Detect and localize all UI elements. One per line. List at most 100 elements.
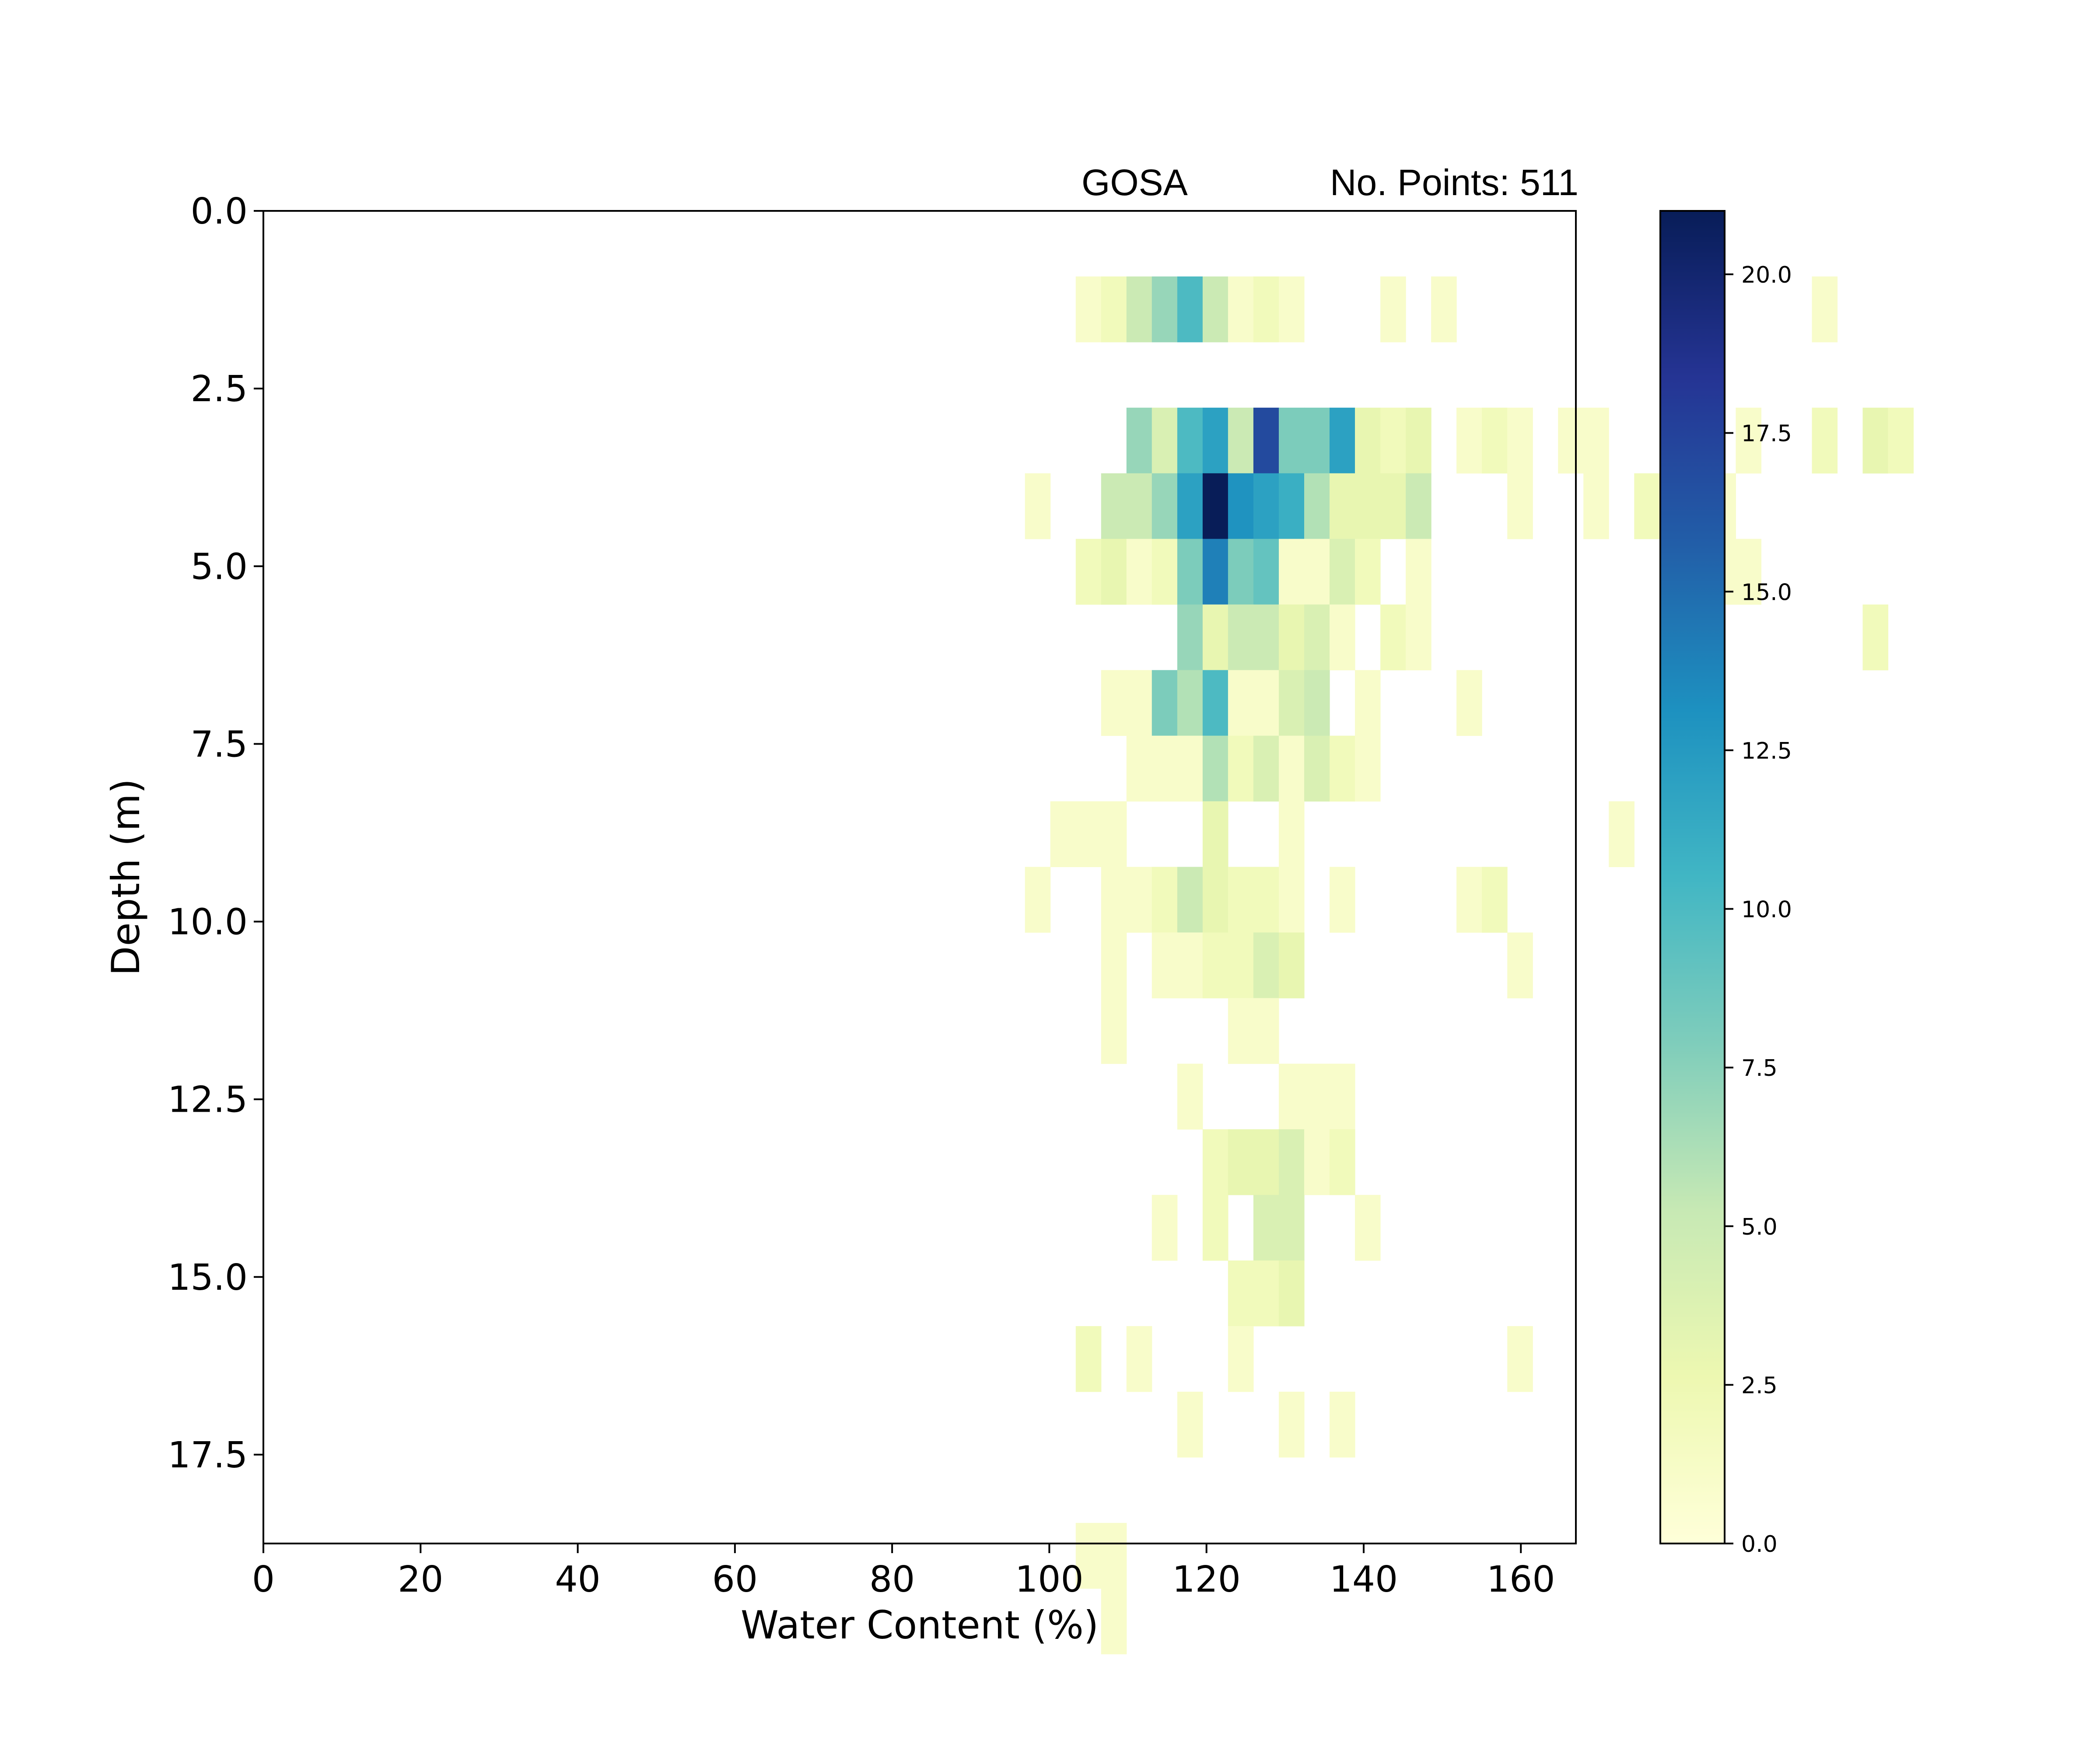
heatmap-cell — [1126, 670, 1152, 736]
heatmap-cell — [1279, 1064, 1305, 1130]
heatmap-cell — [1304, 1129, 1330, 1195]
x-tick-label: 120 — [1172, 1559, 1241, 1600]
heatmap-cell — [1253, 276, 1279, 343]
heatmap-cell — [1431, 276, 1457, 343]
heatmap-cell — [1101, 1522, 1127, 1589]
heatmap-cell — [1380, 604, 1406, 671]
heatmap-cell — [1304, 407, 1330, 474]
heatmap-cell — [1177, 539, 1203, 605]
heatmap-cell — [1177, 932, 1203, 998]
heatmap-cell — [1253, 932, 1279, 998]
heatmap-cell — [1177, 473, 1203, 539]
heatmap-cell — [1330, 1392, 1355, 1458]
heatmap-cell — [1202, 473, 1228, 539]
heatmap-cell — [1202, 1195, 1228, 1261]
heatmap-cell — [1888, 407, 1914, 474]
heatmap-cell — [1228, 735, 1254, 802]
y-axis-title: Depth (m) — [103, 779, 148, 976]
heatmap-cell — [1177, 1064, 1203, 1130]
heatmap-cell — [1330, 1064, 1355, 1130]
heatmap-cell — [1330, 407, 1355, 474]
heatmap-cell — [1228, 867, 1254, 933]
heatmap-cell — [1456, 407, 1482, 474]
heatmap-cell — [1152, 932, 1178, 998]
heatmap-cell — [1152, 276, 1178, 343]
colorbar-tick-label: 10.0 — [1741, 897, 1792, 923]
heatmap-cell — [1101, 539, 1127, 605]
heatmap-cell — [1101, 998, 1127, 1064]
y-tick-label: 12.5 — [168, 1079, 248, 1121]
y-tick-label: 10.0 — [168, 902, 248, 943]
heatmap-cell — [1228, 1326, 1254, 1392]
colorbar — [1660, 211, 1725, 1544]
heatmap-cell — [1228, 670, 1254, 736]
heatmap-cell — [1177, 735, 1203, 802]
heatmap-cell — [1126, 539, 1152, 605]
heatmap-cell — [1228, 539, 1254, 605]
plot-frame — [262, 210, 1577, 1544]
heatmap-cell — [1279, 670, 1305, 736]
heatmap-cell — [1558, 407, 1584, 474]
colorbar-tick-label: 15.0 — [1741, 579, 1792, 606]
colorbar-tick-label: 2.5 — [1741, 1372, 1778, 1399]
heatmap-cell — [1152, 539, 1178, 605]
heatmap-cell — [1126, 1326, 1152, 1392]
heatmap-cell — [1583, 407, 1609, 474]
heatmap-cell — [1482, 867, 1508, 933]
heatmap-cell — [1279, 735, 1305, 802]
heatmap-cell — [1279, 473, 1305, 539]
heatmap-cell — [1507, 473, 1533, 539]
x-axis: 0 20 40 60 80 100 120 140 160 — [252, 1544, 1555, 1600]
heatmap-cell — [1152, 473, 1178, 539]
heatmap-cell — [1253, 1129, 1279, 1195]
heatmap-cell — [1126, 735, 1152, 802]
heatmap-cell — [1101, 473, 1127, 539]
heatmap-cell — [1330, 539, 1355, 605]
heatmap-cells — [1025, 276, 1914, 1655]
colorbar-tick-label: 0.0 — [1741, 1531, 1778, 1558]
colorbar-tick-label: 20.0 — [1741, 262, 1792, 288]
heatmap-cell — [1380, 407, 1406, 474]
heatmap-cell — [1101, 867, 1127, 933]
heatmap-cell — [1202, 670, 1228, 736]
colorbar-tick-label: 5.0 — [1741, 1214, 1778, 1240]
x-tick-label: 160 — [1487, 1559, 1555, 1600]
heatmap-cell — [1279, 867, 1305, 933]
heatmap-cell — [1177, 670, 1203, 736]
heatmap-cell — [1202, 735, 1228, 802]
colorbar-frame — [1659, 210, 1726, 1544]
heatmap-cell — [1279, 1392, 1305, 1458]
heatmap-cell — [1406, 473, 1432, 539]
x-tick-label: 40 — [555, 1559, 600, 1600]
y-tick-label: 2.5 — [191, 368, 248, 410]
heatmap-cell — [1050, 801, 1076, 867]
colorbar-tick-label: 7.5 — [1741, 1055, 1778, 1082]
heatmap-cell — [1406, 407, 1432, 474]
heatmap-cell — [1228, 932, 1254, 998]
heatmap-cell — [1304, 539, 1330, 605]
heatmap-cell — [1304, 1064, 1330, 1130]
heatmap-cell — [1152, 735, 1178, 802]
heatmap-cell — [1634, 473, 1660, 539]
heatmap-cell — [1507, 1326, 1533, 1392]
heatmap-cell — [1330, 473, 1355, 539]
heatmap-cell — [1253, 1195, 1279, 1261]
heatmap-cell — [1583, 473, 1609, 539]
y-axis: 0.0 2.5 5.0 7.5 10.0 12.5 15.0 17.5 — [168, 191, 263, 1476]
heatmap-cell — [1330, 735, 1355, 802]
colorbar-tick-label: 12.5 — [1741, 738, 1792, 764]
heatmap-cell — [1812, 407, 1838, 474]
heatmap-cell — [1152, 407, 1178, 474]
heatmap-cell — [1126, 407, 1152, 474]
heatmap-cell — [1812, 276, 1838, 343]
heatmap-cell — [1279, 539, 1305, 605]
heatmap-cell — [1279, 1195, 1305, 1261]
heatmap-cell — [1279, 604, 1305, 671]
heatmap-cell — [1202, 867, 1228, 933]
heatmap-cell — [1736, 539, 1761, 605]
heatmap-cell — [1152, 1195, 1178, 1261]
heatmap-cell — [1202, 539, 1228, 605]
heatmap-cell — [1279, 1129, 1305, 1195]
site-name: GOSA — [1082, 162, 1188, 203]
heatmap-cell — [1152, 867, 1178, 933]
